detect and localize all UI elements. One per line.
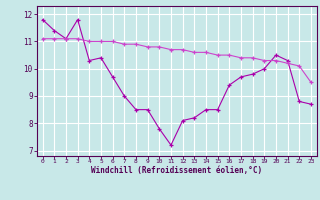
X-axis label: Windchill (Refroidissement éolien,°C): Windchill (Refroidissement éolien,°C) <box>91 166 262 175</box>
